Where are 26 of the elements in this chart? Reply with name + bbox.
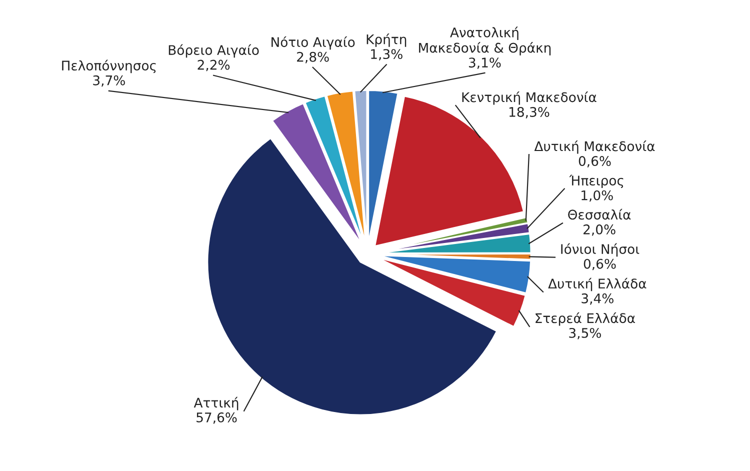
data-label: 1,0%: [582, 190, 613, 202]
data-label: 18,3%: [509, 106, 550, 118]
slice-label: Κρήτη: [366, 34, 406, 47]
slice-label: Στερεά Ελλάδα: [536, 312, 635, 326]
data-label: 2,2%: [198, 60, 230, 72]
data-label: 2,8%: [297, 52, 329, 64]
slice-label: Ανατολική Μακεδονία & Θράκη: [419, 26, 551, 56]
slice-label: Νότιο Αιγαίο: [272, 36, 355, 50]
slice-label: Βόρειο Αιγαίο: [168, 44, 259, 58]
slice-label: Κεντρική Μακεδονία: [462, 91, 596, 105]
data-label: 2,0%: [584, 224, 616, 236]
slice-label: Θεσσαλία: [568, 208, 631, 220]
data-label: 0,6%: [584, 258, 616, 270]
data-label: 0,6%: [578, 156, 611, 168]
slice-label: Αττική: [194, 396, 238, 410]
data-label: 3,5%: [569, 328, 601, 340]
data-label: 3,7%: [93, 75, 125, 87]
slice-label: Ήπειρος: [569, 174, 624, 188]
data-label: 3,4%: [582, 293, 614, 305]
data-label: 1,3%: [371, 49, 402, 60]
slice-label: Δυτική Μακεδονία: [534, 140, 655, 154]
slice-label: Πελοπόννησος: [62, 60, 156, 74]
slice-label: Δυτική Ελλάδα: [548, 278, 646, 292]
slice-label: Ιόνιοι Νήσοι: [561, 243, 640, 257]
data-label: 3,1%: [468, 58, 501, 69]
data-label: 57,6%: [196, 412, 237, 424]
